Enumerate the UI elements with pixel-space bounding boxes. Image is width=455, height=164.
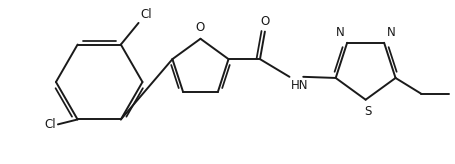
Text: O: O bbox=[260, 15, 269, 28]
Text: N: N bbox=[335, 26, 344, 39]
Text: O: O bbox=[195, 21, 205, 34]
Text: S: S bbox=[363, 105, 370, 118]
Text: HN: HN bbox=[290, 79, 307, 92]
Text: N: N bbox=[386, 26, 395, 39]
Text: Cl: Cl bbox=[140, 8, 152, 21]
Text: Cl: Cl bbox=[44, 118, 56, 131]
